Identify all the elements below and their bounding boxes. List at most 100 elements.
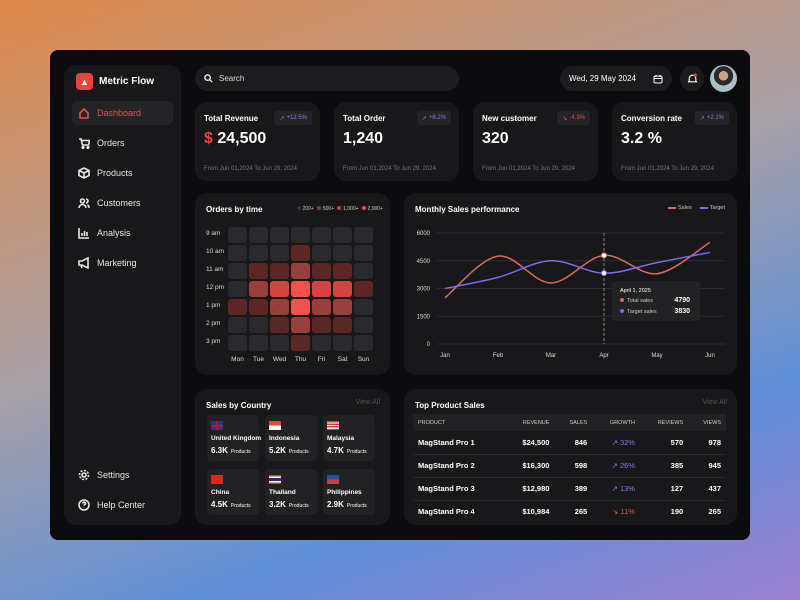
home-icon — [79, 107, 89, 119]
heatmap-cell[interactable] — [249, 227, 268, 243]
box-icon — [78, 167, 90, 179]
heatmap-cell[interactable] — [354, 299, 373, 315]
sidebar-item-dashboard[interactable]: Dashboard — [72, 101, 173, 125]
sidebar-item-customers[interactable]: Customers — [72, 191, 173, 215]
help-icon — [78, 499, 90, 511]
heatmap-cell[interactable] — [228, 263, 247, 279]
country-card[interactable]: Indonesia 5.2K Products — [265, 415, 317, 461]
heatmap-cell[interactable] — [354, 227, 373, 243]
heatmap-cell[interactable] — [312, 335, 331, 351]
users-icon — [78, 198, 90, 209]
country-card[interactable]: Thailand 3.2K Products — [265, 469, 317, 515]
sidebar-item-help-center[interactable]: Help Center — [72, 493, 173, 517]
heatmap-cell[interactable] — [354, 281, 373, 297]
heatmap-cell[interactable] — [312, 299, 331, 315]
heatmap-cell[interactable] — [228, 299, 247, 315]
heatmap-cell[interactable] — [270, 263, 289, 279]
x-tick-label: Apr — [599, 353, 608, 359]
heatmap-cell[interactable] — [354, 245, 373, 261]
column-header[interactable]: PRODUCT — [413, 414, 504, 431]
sidebar-item-settings[interactable]: Settings — [72, 463, 173, 487]
heatmap-cell[interactable] — [333, 317, 352, 333]
heatmap-cell[interactable] — [291, 335, 310, 351]
table-row[interactable]: MagStand Pro 4 $10,984 265 ↘ 11% 190 265 — [413, 499, 726, 523]
sidebar-item-products[interactable]: Products — [72, 161, 173, 185]
y-tick-label: 4500 — [417, 259, 431, 265]
heatmap-cell[interactable] — [291, 281, 310, 297]
heatmap-cell[interactable] — [291, 227, 310, 243]
date-picker[interactable]: Wed, 29 May 2024 — [560, 66, 672, 91]
heatmap-cell[interactable] — [333, 281, 352, 297]
country-card[interactable]: United Kingdom 6.3K Products — [207, 415, 261, 461]
column-header[interactable]: SALES — [554, 414, 593, 431]
column-header[interactable]: GROWTH — [592, 414, 640, 431]
notifications-button[interactable] — [680, 66, 704, 91]
avatar[interactable] — [710, 65, 737, 92]
heatmap-cell[interactable] — [249, 245, 268, 261]
panel-title: Orders by time — [206, 205, 263, 214]
country-card[interactable]: Philippines 2.9K Products — [323, 469, 375, 515]
heatmap-cell[interactable] — [228, 227, 247, 243]
heatmap-cell[interactable] — [312, 245, 331, 261]
trend-badge: ↘ -4.3% — [557, 111, 590, 125]
heatmap-cell[interactable] — [270, 335, 289, 351]
heatmap-cell[interactable] — [228, 245, 247, 261]
heatmap-cell[interactable] — [312, 227, 331, 243]
heatmap-cell[interactable] — [249, 317, 268, 333]
heatmap-cell[interactable] — [249, 335, 268, 351]
view-all-products-link[interactable]: View All — [702, 399, 727, 406]
heatmap-cell[interactable] — [249, 281, 268, 297]
heatmap-cell[interactable] — [333, 245, 352, 261]
trend-badge: ↗ +12.5% — [274, 111, 312, 125]
heatmap-cell[interactable] — [228, 281, 247, 297]
heatmap-cell[interactable] — [228, 317, 247, 333]
heatmap-cell[interactable] — [291, 317, 310, 333]
heatmap-cell[interactable] — [333, 335, 352, 351]
heatmap-cell[interactable] — [312, 281, 331, 297]
sidebar-item-marketing[interactable]: Marketing — [72, 251, 173, 275]
sidebar-item-analysis[interactable]: Analysis — [72, 221, 173, 245]
heatmap-cell[interactable] — [270, 299, 289, 315]
table-row[interactable]: MagStand Pro 1 $24,500 846 ↗ 32% 570 978 — [418, 437, 721, 447]
heatmap-cell[interactable] — [228, 335, 247, 351]
view-all-countries-link[interactable]: View All — [355, 399, 380, 406]
table-row[interactable]: MagStand Pro 2 $16,300 598 ↗ 26% 385 945 — [413, 453, 726, 477]
heatmap-cell[interactable] — [270, 227, 289, 243]
column-header[interactable]: REVIEWS — [639, 414, 689, 431]
country-card[interactable]: Malaysia 4.7K Products — [323, 415, 375, 461]
heatmap-cell[interactable] — [312, 263, 331, 279]
heatmap-cell[interactable] — [291, 245, 310, 261]
heatmap-cell[interactable] — [249, 299, 268, 315]
heatmap-cell[interactable] — [270, 281, 289, 297]
sidebar: ▲ Metric Flow Dashboard Orders Products Cust… — [64, 65, 181, 525]
heatmap-cell[interactable] — [354, 335, 373, 351]
row-label: 12 pm — [206, 284, 225, 291]
panel-title: Monthly Sales performance — [415, 205, 520, 214]
trend-badge: ↗ +2.1% — [694, 111, 729, 125]
trend-down-icon: ↘ — [562, 115, 568, 122]
heatmap-cell[interactable] — [354, 317, 373, 333]
heatmap-cell[interactable] — [291, 299, 310, 315]
heatmap-cell[interactable] — [333, 227, 352, 243]
bar-chart-icon — [78, 228, 89, 239]
sidebar-item-orders[interactable]: Orders — [72, 131, 173, 155]
heatmap-cell[interactable] — [270, 317, 289, 333]
x-tick-label: Jan — [440, 353, 450, 359]
sales-by-country-panel: Sales by Country View All United Kingdom… — [195, 389, 390, 525]
column-header[interactable]: VIEWS — [688, 414, 726, 431]
heatmap-cell[interactable] — [333, 263, 352, 279]
search-input[interactable]: Search — [195, 66, 459, 91]
series-line-target — [444, 251, 711, 290]
heatmap-cell[interactable] — [291, 263, 310, 279]
column-header[interactable]: REVENUE — [503, 414, 555, 431]
heatmap-cell[interactable] — [270, 245, 289, 261]
row-label: 11 am — [206, 266, 224, 273]
stat-card: Total Order ↗ +8.2% 1,240 From Jun 01,202… — [334, 102, 459, 181]
heatmap-cell[interactable] — [354, 263, 373, 279]
heatmap-cell[interactable] — [249, 263, 268, 279]
country-card[interactable]: China 4.5K Products — [207, 469, 259, 515]
heatmap-cell[interactable] — [333, 299, 352, 315]
heatmap-cell[interactable] — [312, 317, 331, 333]
search-icon — [204, 74, 213, 83]
table-row[interactable]: MagStand Pro 3 $12,980 389 ↗ 13% 127 437 — [413, 476, 726, 500]
